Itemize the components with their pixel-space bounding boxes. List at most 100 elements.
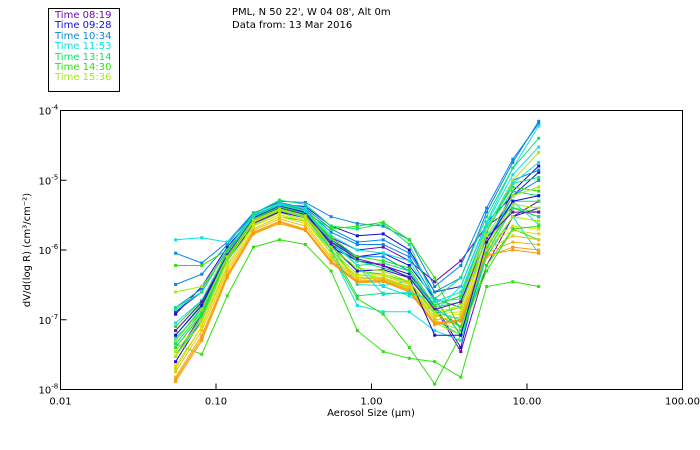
data-point xyxy=(200,298,204,302)
x-tick-label: 100.00 xyxy=(665,397,700,408)
data-point xyxy=(459,310,463,314)
data-point xyxy=(485,222,489,225)
data-point xyxy=(433,318,437,322)
data-point xyxy=(329,245,333,249)
data-point xyxy=(381,350,385,354)
data-point xyxy=(200,290,204,294)
data-point xyxy=(537,206,541,210)
data-point xyxy=(200,272,204,276)
data-point xyxy=(278,238,281,242)
data-point xyxy=(459,297,463,301)
data-point xyxy=(355,294,359,298)
data-point xyxy=(303,216,307,220)
data-point xyxy=(200,300,204,304)
data-point xyxy=(433,304,437,307)
data-point xyxy=(355,257,359,261)
data-point xyxy=(485,248,489,252)
data-point xyxy=(459,302,463,306)
data-point xyxy=(381,266,385,270)
data-point xyxy=(433,333,437,337)
data-point xyxy=(381,284,385,287)
data-point xyxy=(355,329,359,333)
data-point xyxy=(381,269,385,273)
data-point xyxy=(433,297,437,301)
data-point xyxy=(485,230,489,234)
data-point xyxy=(355,272,359,276)
data-point xyxy=(225,255,229,259)
data-point xyxy=(407,266,411,270)
data-point xyxy=(537,251,541,255)
data-point xyxy=(537,170,541,174)
data-point xyxy=(433,310,437,314)
data-point xyxy=(537,243,541,246)
data-point xyxy=(459,285,463,288)
data-point xyxy=(278,213,281,217)
data-point xyxy=(200,302,204,306)
data-point xyxy=(355,222,359,225)
data-point xyxy=(303,219,307,223)
x-tick-label: 10.00 xyxy=(513,397,542,408)
data-point xyxy=(174,367,178,370)
data-point xyxy=(174,264,178,267)
data-point xyxy=(485,236,489,240)
data-point xyxy=(225,240,229,244)
data-point xyxy=(329,251,333,255)
data-point xyxy=(174,283,178,286)
data-point xyxy=(407,272,411,276)
data-point xyxy=(251,215,255,219)
data-point xyxy=(485,245,489,249)
data-point xyxy=(329,257,333,261)
data-point xyxy=(303,209,307,213)
data-point xyxy=(511,199,515,203)
data-point xyxy=(459,276,463,280)
x-axis-title: Aerosol Size (μm) xyxy=(327,408,415,419)
data-point xyxy=(537,145,541,149)
data-point xyxy=(329,240,333,244)
data-point xyxy=(329,227,333,231)
data-point xyxy=(511,202,515,206)
data-point xyxy=(174,329,178,333)
plot-frame xyxy=(60,110,683,390)
data-point xyxy=(459,329,463,333)
y-tick-label: 10-8 xyxy=(39,383,59,397)
data-point xyxy=(459,294,463,298)
data-point xyxy=(200,312,204,316)
data-point xyxy=(225,251,229,255)
data-point xyxy=(407,259,411,263)
data-point xyxy=(407,282,411,286)
data-point xyxy=(174,342,178,346)
data-point xyxy=(459,312,463,316)
y-tick-label: 10-5 xyxy=(39,173,59,187)
data-point xyxy=(511,210,515,214)
data-point xyxy=(329,215,333,219)
data-point xyxy=(407,346,411,349)
data-point xyxy=(225,272,229,276)
tick-layer: 0.01 0.10 1.00 10.00 100.00 10-4 10-5 10-6 10-7 1… xyxy=(39,104,700,408)
data-point xyxy=(381,264,385,267)
data-point xyxy=(174,310,178,314)
data-point xyxy=(537,232,541,236)
data-point xyxy=(200,285,204,288)
data-point xyxy=(174,346,178,349)
x-tick-label: 0.01 xyxy=(49,397,71,408)
data-point xyxy=(459,315,463,319)
data-point xyxy=(355,264,359,267)
data-point xyxy=(433,360,437,364)
data-point xyxy=(329,260,333,264)
data-point xyxy=(174,354,178,358)
data-point xyxy=(459,264,463,267)
data-point xyxy=(433,290,437,294)
data-point xyxy=(355,280,359,284)
data-point xyxy=(200,236,204,240)
data-point xyxy=(537,136,541,140)
y-tick-label: 10-7 xyxy=(39,313,59,327)
data-point xyxy=(433,329,437,333)
legend-entry: Time 10:34 xyxy=(55,30,112,42)
data-point xyxy=(433,315,437,319)
data-point xyxy=(537,219,541,223)
data-point xyxy=(174,370,178,374)
data-point xyxy=(225,250,229,254)
data-point xyxy=(355,259,359,263)
data-point xyxy=(251,224,255,228)
